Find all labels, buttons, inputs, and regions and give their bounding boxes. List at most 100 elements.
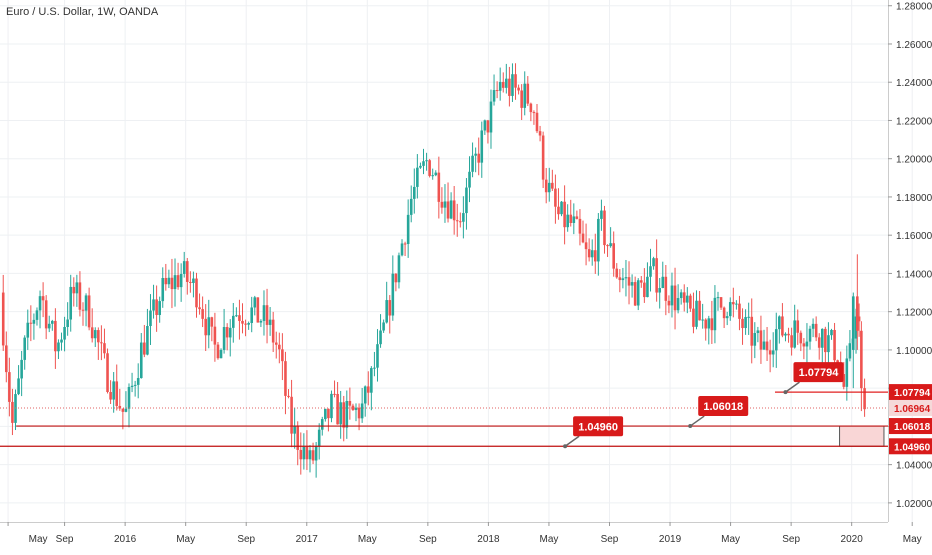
x-tick-label: May (29, 534, 48, 545)
candle-body (446, 201, 450, 219)
y-tick-label: 1.20000 (896, 155, 932, 166)
candle-body (35, 310, 39, 320)
candle-body (597, 218, 600, 262)
candle-body (747, 316, 750, 318)
axis-price-box (889, 384, 932, 401)
candle-body (713, 297, 717, 331)
candle-body (284, 361, 287, 396)
candle-body (385, 300, 388, 323)
candle-body (14, 394, 17, 423)
candle-body (152, 299, 155, 311)
candle-body (633, 282, 637, 306)
candle-body (235, 315, 238, 317)
candle-body (274, 342, 278, 345)
candle-body (185, 261, 189, 282)
candle-body (639, 280, 643, 283)
candle-body (670, 285, 674, 306)
candle-body (351, 405, 355, 411)
candle-body (179, 273, 183, 288)
candle-body (149, 310, 152, 327)
candle-body (394, 273, 398, 283)
candle-body (425, 160, 428, 162)
y-tick-label: 1.02000 (896, 499, 932, 510)
candle-body (397, 255, 401, 283)
candle-body (710, 318, 714, 331)
candle-body (728, 302, 732, 317)
candle-body (701, 319, 704, 321)
candle-body (290, 396, 293, 434)
x-tick-label: May (539, 534, 558, 545)
candle-body (489, 101, 493, 133)
candle-body (345, 400, 349, 428)
candle-body (707, 318, 711, 329)
candle-body (802, 343, 806, 347)
candle-body (360, 403, 364, 419)
candle-body (658, 288, 662, 293)
candle-body (241, 320, 244, 324)
candle-body (146, 326, 149, 355)
candle-body (357, 407, 361, 419)
candle-body (232, 315, 235, 328)
candle-body (97, 330, 100, 343)
candle-body (287, 395, 290, 397)
x-tick-label: 2018 (477, 534, 500, 545)
candle-body (434, 172, 438, 176)
candle-body (695, 300, 698, 327)
candle-body (26, 322, 30, 338)
candle-body (124, 408, 128, 412)
axis-price-label: 1.06018 (894, 422, 931, 433)
candle-body (170, 277, 174, 290)
y-tick-label: 1.18000 (896, 193, 932, 204)
candle-body (501, 81, 505, 88)
candle-body (127, 387, 131, 409)
x-tick-label: May (721, 534, 740, 545)
candle-body (667, 300, 671, 306)
candle-body (563, 201, 566, 228)
candle-body (759, 330, 763, 350)
candle-body (471, 155, 474, 172)
candle-body (741, 318, 744, 329)
shaded-zone (839, 425, 885, 447)
callout-label: 1.04960 (578, 421, 618, 433)
y-tick-label: 1.12000 (896, 308, 932, 319)
candle-body (612, 243, 615, 269)
candle-body (483, 120, 487, 131)
y-tick-label: 1.14000 (896, 269, 932, 280)
candle-body (47, 323, 51, 329)
candle-body (238, 315, 241, 321)
candle-body (109, 391, 112, 400)
candle-body (66, 319, 69, 327)
candle-body (192, 278, 195, 284)
candle-body (296, 425, 300, 450)
candle-body (437, 172, 441, 202)
candle-body (465, 187, 468, 214)
candle-body (796, 320, 800, 333)
candle-body (698, 300, 701, 321)
x-tick-label: Sep (782, 534, 800, 545)
candle-body (575, 216, 579, 219)
candle-body (636, 280, 640, 306)
candle-body (4, 345, 8, 373)
x-tick-label: 2020 (841, 534, 864, 545)
candle-body (781, 316, 784, 336)
candle-body (514, 74, 517, 88)
candle-body (649, 266, 652, 277)
candle-body (11, 401, 14, 423)
candle-body (609, 243, 612, 247)
y-tick-label: 1.16000 (896, 231, 932, 242)
candle-body (305, 446, 309, 460)
candle-body (38, 296, 42, 311)
candle-body (627, 277, 631, 286)
candle-body (314, 446, 318, 461)
candle-body (216, 344, 220, 359)
candle-body (370, 368, 373, 393)
x-tick-label: 2019 (659, 534, 682, 545)
candle-body (51, 320, 54, 324)
x-tick-label: Sep (56, 534, 74, 545)
candle-body (431, 175, 434, 177)
candle-body (744, 317, 747, 329)
candle-body (176, 275, 180, 288)
axis-price-label: 1.06964 (894, 404, 931, 415)
candle-body (652, 258, 655, 267)
candle-body (219, 349, 223, 359)
